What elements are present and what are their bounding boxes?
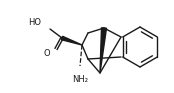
Text: O: O	[44, 49, 50, 57]
Text: NH₂: NH₂	[72, 75, 88, 84]
Text: HO: HO	[28, 17, 41, 27]
Polygon shape	[61, 36, 82, 45]
Polygon shape	[100, 28, 106, 73]
